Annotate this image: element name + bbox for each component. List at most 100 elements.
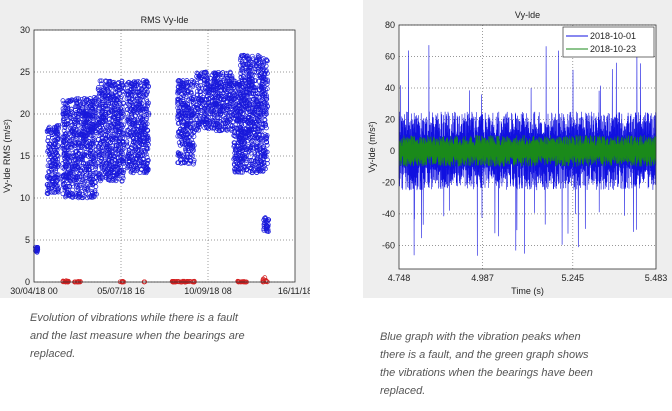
data-point bbox=[112, 81, 117, 87]
data-point bbox=[246, 125, 251, 130]
data-point bbox=[255, 128, 261, 134]
data-point bbox=[244, 156, 249, 162]
data-point bbox=[179, 92, 185, 97]
data-point bbox=[133, 155, 139, 161]
data-point bbox=[141, 122, 147, 128]
data-point bbox=[140, 94, 145, 99]
data-point bbox=[141, 83, 147, 89]
data-point bbox=[130, 170, 136, 176]
data-point bbox=[121, 122, 127, 128]
y-tick-label: 80 bbox=[385, 20, 395, 30]
data-point bbox=[143, 132, 149, 138]
data-point bbox=[76, 117, 81, 123]
data-point bbox=[256, 102, 261, 108]
data-point bbox=[223, 110, 228, 116]
y-tick-label: 20 bbox=[385, 114, 395, 124]
data-point bbox=[250, 56, 256, 62]
x-tick-label: 5.483 bbox=[645, 273, 668, 283]
data-point bbox=[96, 105, 101, 111]
data-point bbox=[194, 117, 200, 123]
data-point bbox=[126, 159, 132, 164]
data-point bbox=[60, 178, 66, 184]
data-point bbox=[194, 88, 200, 94]
data-point bbox=[188, 118, 194, 124]
data-point bbox=[182, 142, 188, 147]
data-point bbox=[81, 110, 86, 116]
data-point bbox=[45, 138, 51, 143]
data-point bbox=[73, 99, 79, 104]
data-point bbox=[93, 184, 99, 189]
data-point bbox=[65, 147, 71, 152]
data-point bbox=[109, 109, 114, 114]
data-point bbox=[77, 132, 82, 138]
data-point bbox=[84, 195, 90, 201]
data-point bbox=[128, 124, 133, 130]
data-point bbox=[117, 110, 123, 116]
data-point bbox=[224, 126, 230, 132]
caption-line: there is a fault, and the green graph sh… bbox=[380, 349, 589, 361]
data-point bbox=[240, 111, 245, 117]
data-point bbox=[257, 94, 263, 100]
data-point bbox=[106, 147, 111, 152]
data-point bbox=[239, 158, 245, 164]
data-point bbox=[188, 151, 193, 157]
data-point bbox=[97, 90, 103, 96]
data-point bbox=[97, 176, 103, 182]
data-point bbox=[204, 107, 209, 112]
y-tick-label: -20 bbox=[382, 177, 395, 187]
x-tick-label: 10/09/18 08 bbox=[184, 286, 232, 296]
data-point bbox=[205, 77, 211, 82]
data-point bbox=[260, 148, 266, 154]
data-point bbox=[260, 76, 265, 82]
y-tick-label: 60 bbox=[385, 51, 395, 61]
data-point bbox=[241, 74, 246, 79]
data-point bbox=[188, 125, 194, 131]
data-point bbox=[255, 91, 260, 97]
data-point bbox=[104, 166, 110, 172]
y-axis-label: Vy-lde (m/s²) bbox=[367, 121, 377, 172]
data-point bbox=[70, 195, 75, 200]
data-point bbox=[252, 107, 258, 113]
data-point bbox=[233, 150, 239, 156]
data-point bbox=[195, 109, 201, 115]
data-point bbox=[139, 141, 145, 147]
data-point bbox=[205, 124, 211, 130]
data-point bbox=[212, 117, 218, 123]
data-point bbox=[100, 108, 105, 114]
data-point bbox=[61, 128, 67, 134]
data-point bbox=[219, 74, 224, 80]
data-point bbox=[125, 143, 130, 149]
data-point bbox=[145, 127, 150, 133]
data-point bbox=[80, 195, 86, 201]
data-point bbox=[231, 93, 237, 98]
data-point bbox=[108, 135, 114, 141]
data-point bbox=[116, 121, 122, 126]
data-point bbox=[55, 131, 61, 137]
data-point bbox=[69, 110, 75, 116]
data-point bbox=[89, 180, 94, 185]
data-point bbox=[247, 162, 252, 168]
data-point bbox=[53, 156, 58, 161]
data-point bbox=[262, 132, 268, 138]
data-point bbox=[71, 126, 76, 132]
data-point bbox=[96, 85, 101, 90]
data-point bbox=[244, 68, 250, 74]
data-point bbox=[144, 144, 150, 150]
data-point bbox=[178, 133, 183, 139]
data-point bbox=[99, 161, 105, 167]
data-point bbox=[146, 84, 151, 90]
data-point bbox=[242, 129, 248, 135]
data-point bbox=[85, 127, 91, 133]
data-point bbox=[88, 170, 93, 176]
data-point bbox=[199, 98, 205, 104]
data-point bbox=[262, 108, 268, 113]
data-point bbox=[240, 169, 245, 175]
data-point bbox=[89, 195, 95, 201]
data-point bbox=[98, 130, 103, 136]
data-point bbox=[250, 119, 256, 125]
data-point bbox=[131, 148, 137, 154]
data-point bbox=[260, 144, 266, 150]
legend: 2018-10-01 2018-10-23 bbox=[562, 26, 655, 58]
data-point bbox=[116, 147, 122, 152]
data-point bbox=[262, 72, 268, 78]
